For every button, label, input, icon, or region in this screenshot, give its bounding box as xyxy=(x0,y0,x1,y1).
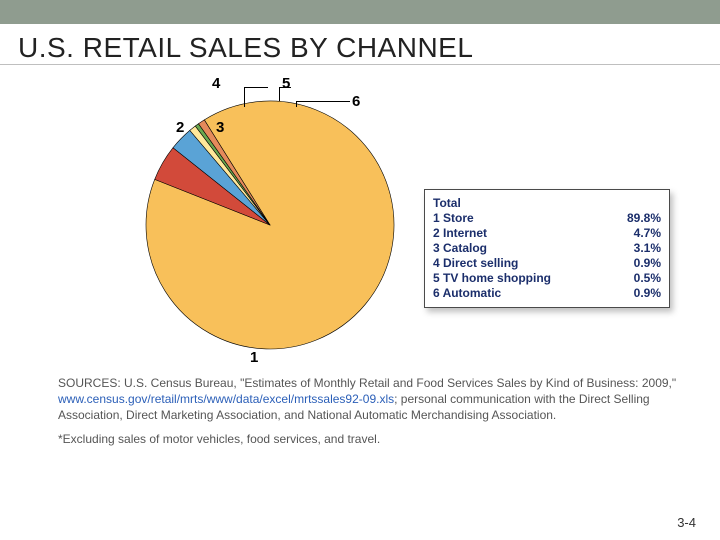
leader-line xyxy=(296,101,350,102)
page-number: 3-4 xyxy=(677,515,696,530)
sources-link[interactable]: www.census.gov/retail/mrts/www/data/exce… xyxy=(58,392,394,406)
legend-row: 3 Catalog 3.1% xyxy=(433,241,661,256)
leader-line xyxy=(296,101,297,107)
legend-title: Total xyxy=(433,196,661,210)
footnote: *Excluding sales of motor vehicles, food… xyxy=(58,432,690,446)
callout-5: 5 xyxy=(282,75,290,92)
legend-row-value: 0.9% xyxy=(634,256,661,271)
legend-row-label: 4 Direct selling xyxy=(433,256,518,271)
callout-1: 1 xyxy=(250,349,258,366)
sources-text: SOURCES: U.S. Census Bureau, "Estimates … xyxy=(58,375,690,424)
legend-row: 4 Direct selling 0.9% xyxy=(433,256,661,271)
legend-row-label: 3 Catalog xyxy=(433,241,487,256)
legend-box: Total 1 Store89.8%2 Internet4.7%3 Catalo… xyxy=(424,189,670,308)
chart-area: 1 2 3 4 5 6 Total 1 Store89.8%2 Internet… xyxy=(20,71,700,371)
callout-6: 6 xyxy=(352,93,360,110)
legend-row: 2 Internet 4.7% xyxy=(433,226,661,241)
callout-2: 2 xyxy=(176,119,184,136)
leader-line xyxy=(244,87,268,88)
legend-row-label: 6 Automatic xyxy=(433,286,501,301)
legend-row-value: 0.5% xyxy=(634,271,661,286)
legend-row: 5 TV home shopping 0.5% xyxy=(433,271,661,286)
callout-3: 3 xyxy=(216,119,224,136)
legend-row-value: 3.1% xyxy=(634,241,661,256)
leader-line xyxy=(279,87,291,88)
legend-row: 1 Store 89.8% xyxy=(433,211,661,226)
leader-line xyxy=(279,87,280,101)
callout-4: 4 xyxy=(212,75,220,92)
legend-row: 6 Automatic 0.9% xyxy=(433,286,661,301)
sources-prefix: SOURCES: U.S. Census Bureau, "Estimates … xyxy=(58,376,676,390)
legend-row-value: 89.8% xyxy=(627,211,661,226)
page-title: U.S. RETAIL SALES BY CHANNEL xyxy=(0,24,720,65)
leader-line xyxy=(244,87,245,107)
legend-row-value: 4.7% xyxy=(634,226,661,241)
legend-row-value: 0.9% xyxy=(634,286,661,301)
legend-row-label: 1 Store xyxy=(433,211,474,226)
legend-row-label: 5 TV home shopping xyxy=(433,271,551,286)
top-bar xyxy=(0,0,720,24)
legend-row-label: 2 Internet xyxy=(433,226,487,241)
